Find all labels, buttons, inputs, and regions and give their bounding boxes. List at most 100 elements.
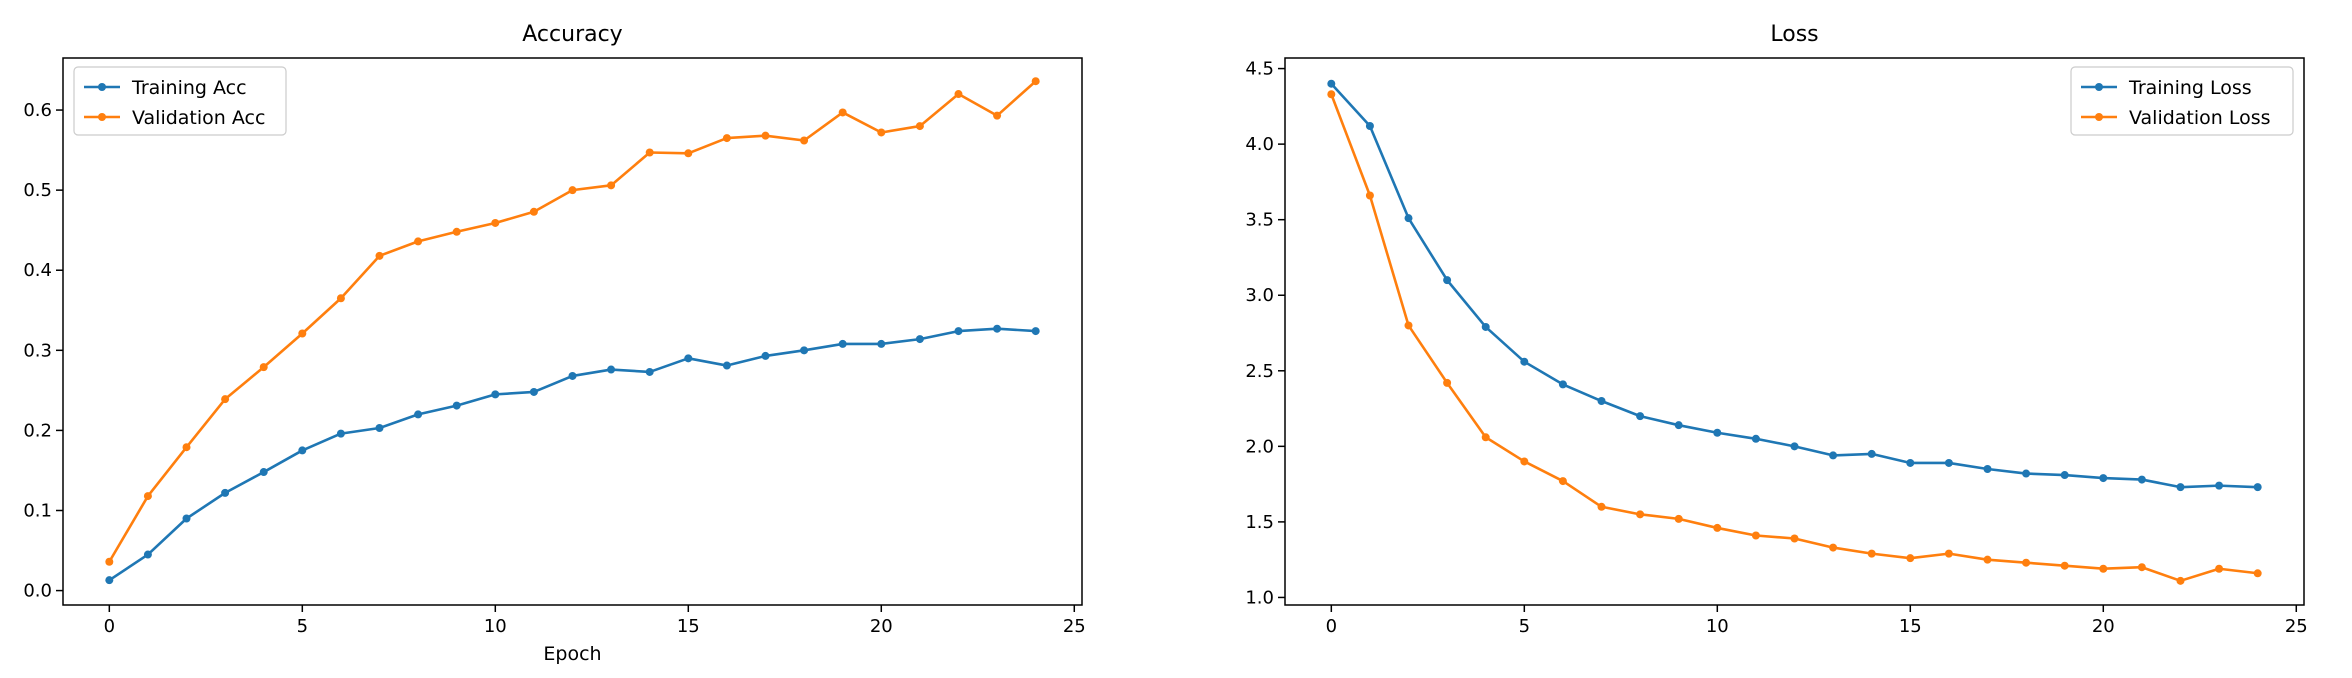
series-training xyxy=(105,324,1040,585)
data-point xyxy=(529,387,538,396)
legend-label: Training Loss xyxy=(2128,77,2252,99)
data-point xyxy=(1031,77,1040,86)
data-point xyxy=(1790,442,1799,451)
data-point xyxy=(1867,449,1876,458)
data-point xyxy=(2215,564,2224,573)
y-tick-label: 1.5 xyxy=(1245,512,1274,533)
data-point xyxy=(298,446,307,455)
chart-title: Accuracy xyxy=(522,22,622,47)
series-line xyxy=(108,80,1037,563)
x-tick-label: 25 xyxy=(1063,616,1086,637)
data-point xyxy=(1867,549,1876,558)
y-tick-label: 0.1 xyxy=(23,500,52,521)
data-point xyxy=(2022,469,2031,478)
data-point xyxy=(1944,549,1953,558)
data-point xyxy=(954,90,963,99)
x-tick-label: 10 xyxy=(484,616,507,637)
data-point xyxy=(375,251,384,260)
data-point xyxy=(1031,327,1040,336)
y-tick-label: 0.6 xyxy=(23,100,52,121)
data-point xyxy=(143,550,152,559)
data-point xyxy=(2176,576,2185,585)
data-point xyxy=(336,429,345,438)
data-point xyxy=(105,576,114,585)
data-point xyxy=(182,514,191,523)
data-point xyxy=(838,339,847,348)
x-tick-label: 25 xyxy=(2285,616,2308,637)
data-point xyxy=(1404,214,1413,223)
data-point xyxy=(2253,569,2262,578)
data-point xyxy=(1983,555,1992,564)
data-point xyxy=(1327,79,1336,88)
legend: Training Loss Validation Loss xyxy=(2070,66,2294,136)
data-point xyxy=(1558,477,1567,486)
data-point xyxy=(1713,428,1722,437)
data-point xyxy=(1636,510,1645,519)
data-point xyxy=(1829,543,1838,552)
data-point xyxy=(1790,534,1799,543)
legend-box xyxy=(2070,66,2294,136)
loss-chart: 0 5 10 15 20 25 1.0 1.5 2.0 2.5 3.0 3.5 4.0 4.5 Loss Tr… xyxy=(1245,22,2307,637)
y-tick-label: 1.0 xyxy=(1245,587,1274,608)
legend-marker xyxy=(98,83,106,91)
data-point xyxy=(221,395,230,404)
data-point xyxy=(1520,457,1529,466)
data-point xyxy=(1443,276,1452,285)
data-point xyxy=(2022,558,2031,567)
data-point xyxy=(2060,561,2069,570)
legend-label: Validation Acc xyxy=(132,107,265,129)
x-tick-label: 5 xyxy=(1519,616,1530,637)
data-point xyxy=(105,557,114,566)
data-point xyxy=(2137,563,2146,572)
data-point xyxy=(684,354,693,363)
data-point xyxy=(1829,451,1838,460)
data-point xyxy=(452,227,461,236)
legend: Training Acc Validation Acc xyxy=(73,66,287,136)
data-point xyxy=(414,237,423,246)
legend-marker xyxy=(2095,83,2103,91)
data-point xyxy=(1520,357,1529,366)
chart-title: Loss xyxy=(1770,22,1818,47)
series-line xyxy=(1330,82,2258,489)
data-point xyxy=(607,365,616,374)
data-point xyxy=(1481,322,1490,331)
x-tick-label: 10 xyxy=(1706,616,1729,637)
series-line xyxy=(1330,93,2258,583)
series-training xyxy=(1327,79,2262,492)
data-point xyxy=(182,443,191,452)
data-point xyxy=(143,492,152,501)
data-point xyxy=(877,128,886,137)
data-point xyxy=(645,367,654,376)
y-tick-label: 0.5 xyxy=(23,180,52,201)
data-point xyxy=(529,207,538,216)
data-point xyxy=(761,131,770,140)
y-tick-label: 3.0 xyxy=(1245,285,1274,306)
data-point xyxy=(568,371,577,380)
y-tick-label: 0.3 xyxy=(23,340,52,361)
series-validation xyxy=(105,77,1040,566)
data-point xyxy=(1906,554,1915,563)
data-point xyxy=(1983,465,1992,474)
data-point xyxy=(684,149,693,158)
data-point xyxy=(954,327,963,336)
data-point xyxy=(1674,421,1683,430)
y-tick-label: 0.4 xyxy=(23,260,52,281)
x-tick-label: 0 xyxy=(104,616,115,637)
data-point xyxy=(1944,458,1953,467)
x-tick-label: 15 xyxy=(677,616,700,637)
data-point xyxy=(259,363,268,372)
x-axis-label: Epoch xyxy=(543,643,601,665)
data-point xyxy=(722,134,731,143)
data-point xyxy=(259,468,268,477)
data-point xyxy=(645,148,654,157)
data-point xyxy=(607,181,616,190)
data-point xyxy=(838,108,847,117)
data-point xyxy=(2099,474,2108,483)
data-point xyxy=(1751,531,1760,540)
series-line xyxy=(108,327,1036,582)
data-point xyxy=(2176,483,2185,492)
data-point xyxy=(1327,90,1336,99)
series-validation xyxy=(1327,90,2262,585)
legend-label: Training Acc xyxy=(131,77,247,99)
